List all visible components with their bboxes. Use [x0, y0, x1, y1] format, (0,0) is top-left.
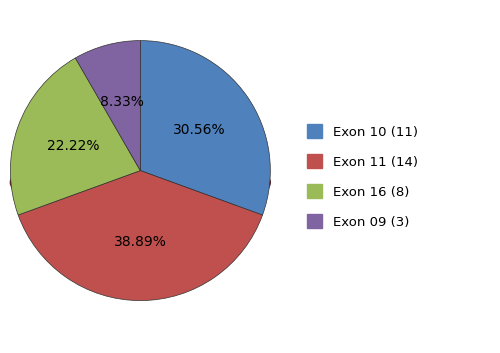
Wedge shape — [10, 58, 140, 215]
Ellipse shape — [10, 150, 270, 215]
Text: 22.22%: 22.22% — [47, 139, 100, 153]
Text: 30.56%: 30.56% — [172, 122, 225, 137]
Legend: Exon 10 (11), Exon 11 (14), Exon 16 (8), Exon 09 (3): Exon 10 (11), Exon 11 (14), Exon 16 (8),… — [306, 124, 418, 229]
Wedge shape — [76, 41, 140, 170]
Text: 8.33%: 8.33% — [100, 95, 144, 108]
Wedge shape — [18, 170, 262, 301]
Text: 38.89%: 38.89% — [114, 235, 167, 249]
Wedge shape — [140, 41, 270, 215]
